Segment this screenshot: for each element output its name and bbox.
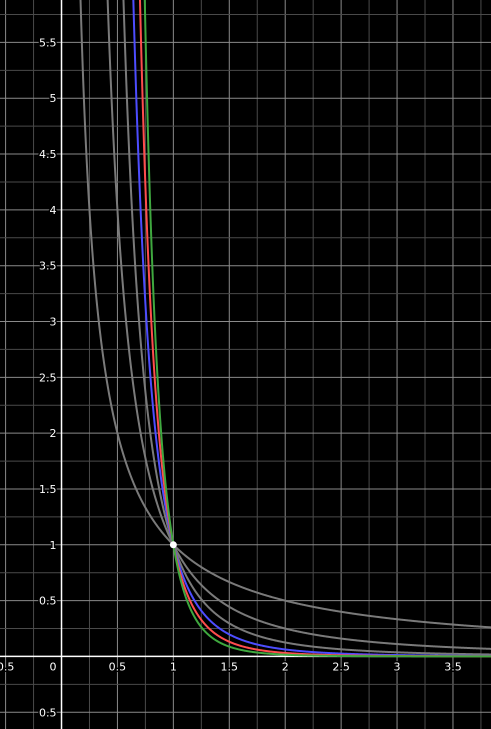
y-tick-label: 3.5 — [39, 260, 57, 273]
x-tick-label: 1.5 — [221, 660, 239, 673]
y-tick-label: 0.5 — [39, 706, 57, 719]
x-tick-label: 2.5 — [332, 660, 350, 673]
tick-labels: 0.5 0.5 1 1.5 2 2.5 3 3.5 0.5 0.5 1 1.5 2 2.5 3 3.5 4 4.5… — [0, 35, 463, 721]
series-line-6 — [143, 0, 491, 658]
series-line-2 — [106, 0, 491, 650]
y-tick-label: 4 — [50, 204, 57, 217]
y-tick-label: 0.5 — [39, 595, 57, 608]
y-tick-label: 4.5 — [39, 148, 57, 161]
x-tick-label: 1 — [170, 660, 177, 673]
series-line-1 — [79, 0, 491, 629]
y-tick-label: 3 — [50, 316, 57, 329]
series-line-3 — [122, 0, 491, 656]
y-tick-label: 2.5 — [39, 371, 57, 384]
x-tick-label: 3.5 — [444, 660, 462, 673]
x-tick-label: 3 — [394, 660, 401, 673]
points — [169, 541, 177, 549]
y-tick-label: 5 — [50, 92, 57, 105]
x-tick-label: 0.5 — [0, 660, 14, 673]
y-tick-label: 1 — [50, 539, 57, 552]
y-tick-label: 2 — [50, 427, 57, 440]
y-tick-label: 1.5 — [39, 483, 57, 496]
intersection-point — [169, 541, 177, 549]
curves — [79, 0, 491, 658]
y-tick-label: 5.5 — [39, 36, 57, 49]
x-tick-label: 0.5 — [109, 660, 127, 673]
x-tick-label: 2 — [282, 660, 289, 673]
origin-label: 0 — [50, 660, 57, 673]
